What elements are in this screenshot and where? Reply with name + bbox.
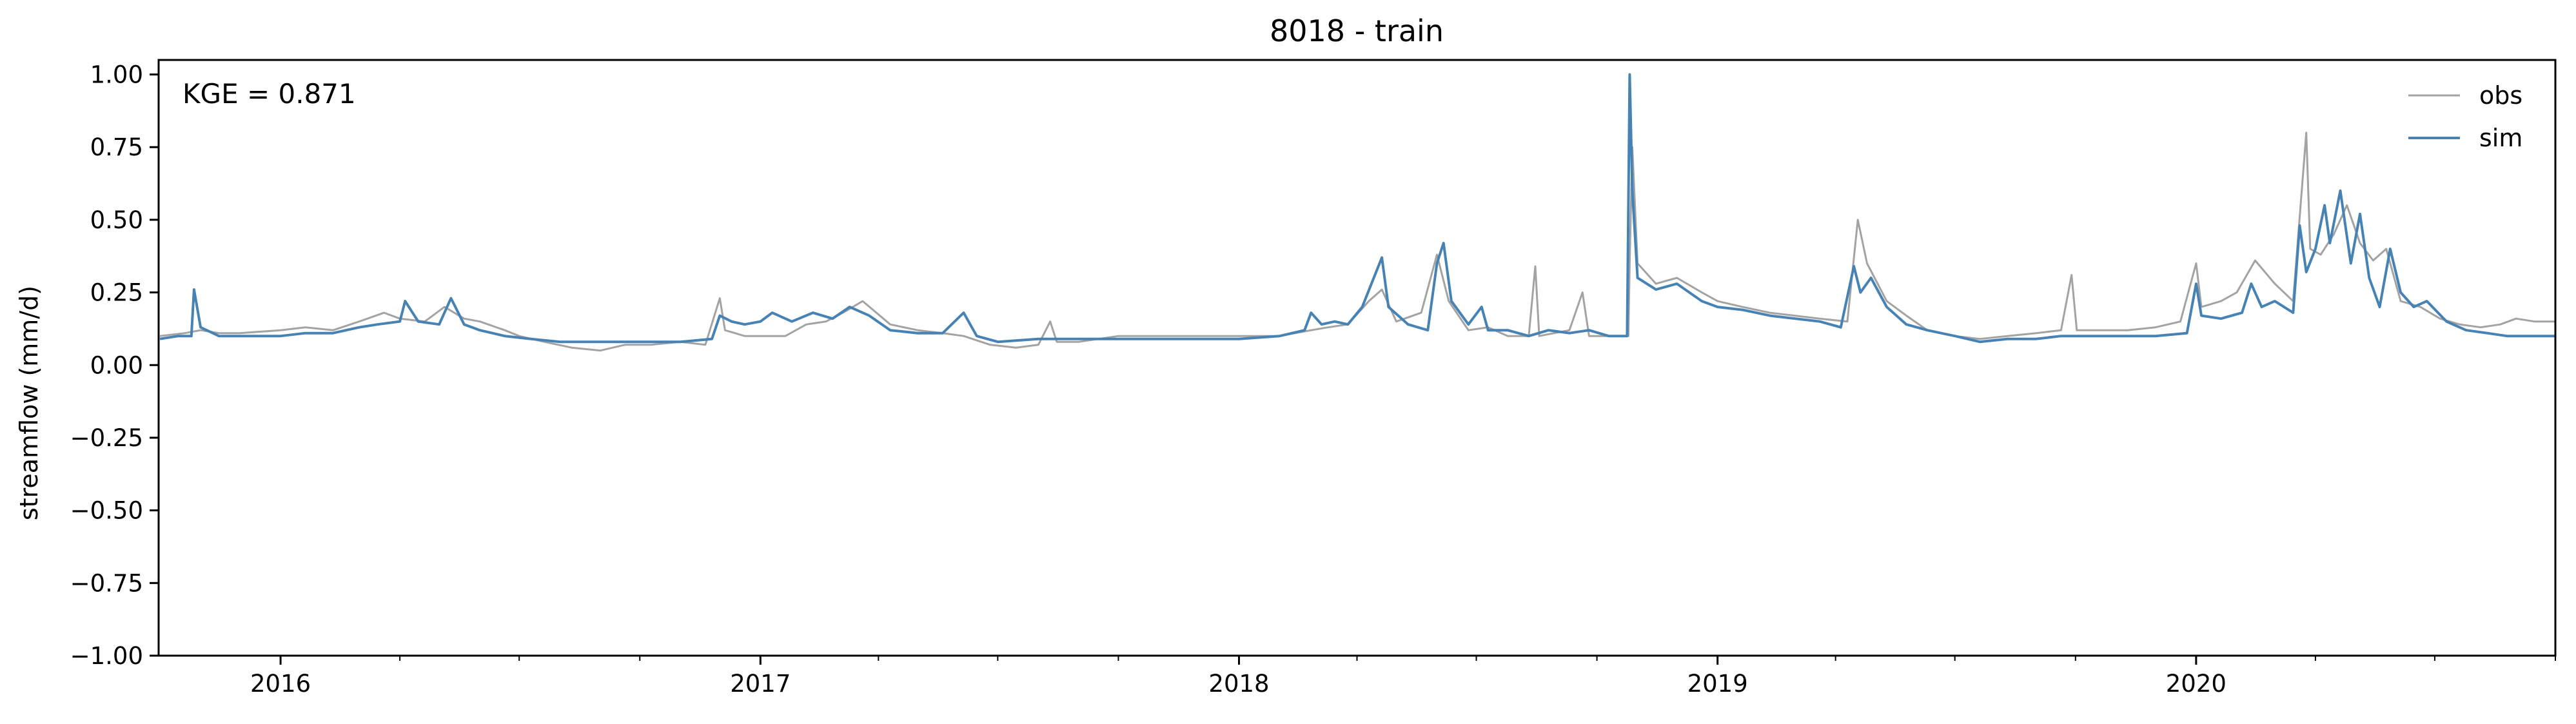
x-tick-label: 2020: [2166, 670, 2227, 698]
y-tick-label: −0.75: [70, 569, 143, 597]
y-tick-label: 1.00: [90, 61, 143, 89]
y-axis-label: streamflow (mm/d): [15, 286, 43, 520]
series-layer: [159, 73, 2555, 352]
x-tick-label: 2019: [1687, 670, 1748, 698]
legend-label-obs: obs: [2479, 81, 2522, 110]
y-axis-ticks: 1.00 0.75 0.50 0.25 0.00 −0.25 −0.50 −0.75 −1.00: [70, 61, 159, 670]
y-tick-label: −0.25: [70, 424, 143, 452]
y-tick-label: −1.00: [70, 642, 143, 670]
y-tick-label: 0.75: [90, 133, 143, 161]
plot-frame: [157, 59, 2557, 657]
legend-label-sim: sim: [2479, 124, 2522, 152]
legend: obs sim: [2408, 81, 2522, 152]
y-tick-label: 0.25: [90, 279, 143, 307]
series-line-sim: [159, 73, 2555, 344]
x-axis-ticks: 2016 2017 2018 2019 2020: [250, 656, 2556, 698]
y-tick-label: 0.00: [90, 351, 143, 379]
x-tick-label: 2016: [250, 670, 311, 698]
y-tick-label: −0.50: [70, 497, 143, 525]
x-tick-label: 2017: [730, 670, 791, 698]
y-tick-label: 0.50: [90, 206, 143, 234]
kge-annotation: KGE = 0.871: [182, 78, 356, 110]
series-line-obs: [159, 132, 2555, 352]
x-tick-label: 2018: [1208, 670, 1269, 698]
chart-title: 8018 - train: [1270, 14, 1444, 48]
